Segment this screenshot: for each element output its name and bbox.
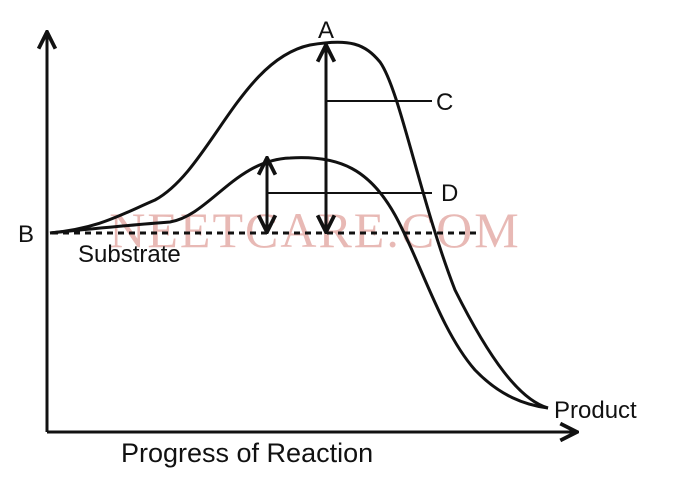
- label-c: C: [436, 89, 453, 116]
- catalyzed-curve: [49, 156, 549, 410]
- label-substrate: Substrate: [78, 241, 181, 268]
- label-b: B: [18, 221, 34, 248]
- x-axis-label: Progress of Reaction: [121, 438, 373, 468]
- label-a: A: [318, 17, 334, 44]
- label-d: D: [441, 180, 458, 207]
- watermark: NEETCARE.COM: [109, 202, 521, 258]
- uncatalyzed-curve: [49, 40, 549, 410]
- label-product: Product: [554, 397, 637, 424]
